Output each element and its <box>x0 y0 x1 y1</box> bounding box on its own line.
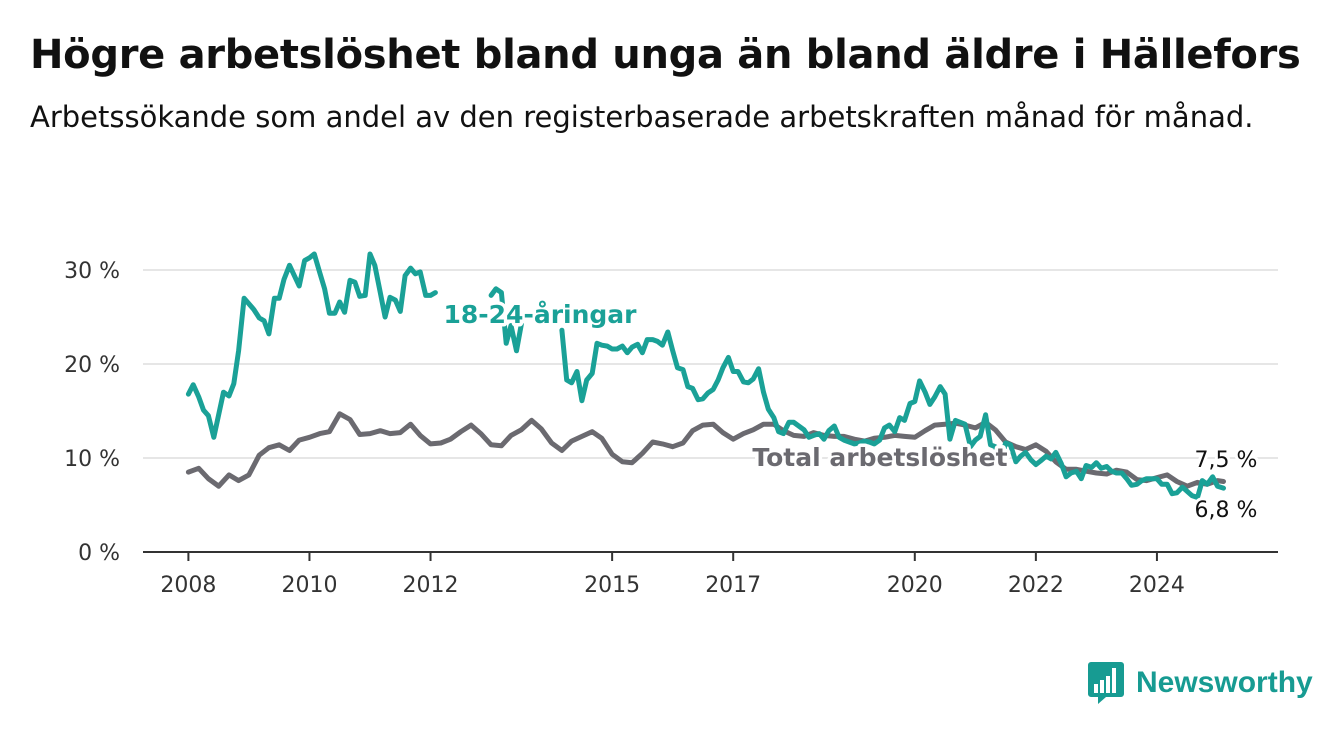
series-labels: Total arbetslöshet 18-24-åringar 7,5 % 6,8 … <box>440 297 1260 527</box>
y-tick-label: 0 % <box>78 541 120 566</box>
x-tick-label: 2022 <box>1008 573 1064 598</box>
end-value-total: 7,5 % <box>1195 448 1258 473</box>
newsworthy-logo: Newsworthy <box>1088 660 1313 706</box>
end-value-youth: 6,8 % <box>1195 498 1258 523</box>
gridlines <box>143 269 1278 553</box>
brand-name: Newsworthy <box>1136 666 1313 699</box>
x-tick-label: 2015 <box>584 573 640 598</box>
x-tick-label: 2012 <box>403 573 459 598</box>
chart-subtitle: Arbetssökande som andel av den registerb… <box>30 100 1254 134</box>
x-tick-label: 2010 <box>281 573 337 598</box>
newsworthy-chart-icon <box>1088 662 1124 704</box>
y-tick-label: 10 % <box>64 447 120 472</box>
y-tick-label: 30 % <box>64 259 120 284</box>
x-tick-label: 2020 <box>887 573 943 598</box>
y-axis-ticks: 0 % 10 % 20 % 30 % <box>64 259 120 566</box>
x-axis-ticks: 2008 2010 2012 2015 2017 2020 2022 2024 <box>160 552 1185 598</box>
x-tick-label: 2024 <box>1129 573 1185 598</box>
chart-title: Högre arbetslöshet bland unga än bland ä… <box>30 32 1301 78</box>
series-line-youth <box>185 251 1226 500</box>
series-lines <box>185 251 1226 500</box>
y-tick-label: 20 % <box>64 353 120 378</box>
series-line-total <box>185 411 1226 489</box>
x-tick-label: 2017 <box>705 573 761 598</box>
series-label-youth: 18-24-åringar <box>444 300 638 329</box>
series-label-total: Total arbetslöshet <box>752 443 1007 472</box>
x-tick-label: 2008 <box>160 573 216 598</box>
